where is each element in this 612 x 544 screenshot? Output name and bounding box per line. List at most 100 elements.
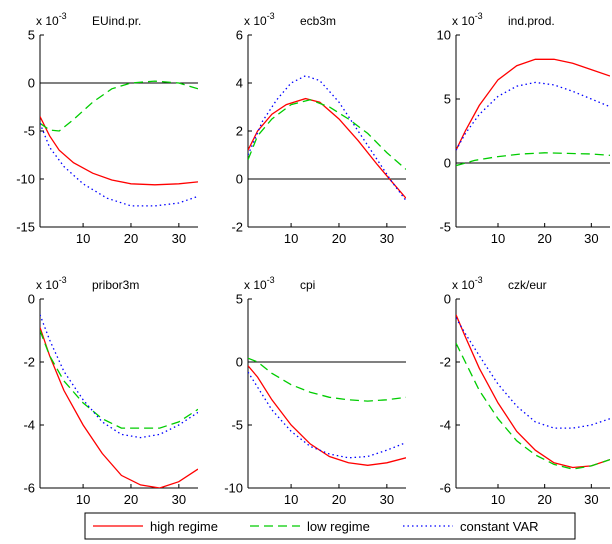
legend: high regime low regime constant VAR [84,512,576,540]
scale-exponent: -3 [267,11,275,21]
scale-exponent: -3 [59,275,67,285]
x-tick-label: 30 [380,231,394,246]
y-tick-label: 2 [236,124,243,139]
x-tick-label: 20 [537,492,551,507]
y-tick-label: -4 [23,418,35,433]
y-tick-label: -15 [16,220,35,235]
x-tick-label: 30 [380,492,394,507]
scale-base: x 10 [452,14,475,28]
panel-cpi: -10 -5 0 5 10 20 30 x 10-3 cpi [224,275,406,507]
series-group [248,75,406,201]
series-line-low-regime [248,357,406,402]
series-line-constant-var [40,314,198,439]
x-tick-label: 10 [491,231,505,246]
x-tick-label: 30 [584,492,598,507]
legend-box [84,512,576,540]
legend-label-constant-var: constant VAR [460,519,539,534]
series-line-low-regime [248,99,406,170]
x-tick-label: 30 [584,231,598,246]
y-tick-label: -10 [224,481,243,496]
panel-ind-prod: -5 0 5 10 10 20 30 x 10-3 ind.prod. [437,11,610,246]
panel-czk-eur: -6 -4 -2 0 10 20 30 x 10-3 czk/eur [439,275,610,507]
scale-exponent: -3 [267,275,275,285]
scale-base: x 10 [452,278,475,292]
y-tick-label: 0 [28,76,35,91]
y-tick-label: 0 [444,156,451,171]
y-tick-label: -5 [439,220,451,235]
y-tick-label: 0 [28,292,35,307]
y-tick-label: -4 [439,418,451,433]
panel-title: ecb3m [300,14,336,28]
series-line-constant-var [248,371,406,459]
series-line-high-regime [456,314,610,469]
panel-title: pribor3m [92,278,139,292]
y-tick-label: -5 [23,124,35,139]
panel-title: ind.prod. [508,14,555,28]
scale-base: x 10 [244,278,267,292]
series-line-constant-var [40,123,198,207]
y-tick-label: 10 [437,28,451,43]
series-line-high-regime [248,365,406,466]
y-tick-label: -10 [16,172,35,187]
x-tick-label: 20 [124,231,138,246]
scale-base: x 10 [244,14,267,28]
y-tick-label: 0 [236,172,243,187]
scale-exponent: -3 [59,11,67,21]
panel-title: EUind.pr. [92,14,141,28]
x-tick-label: 10 [76,231,90,246]
series-group [456,58,610,167]
series-line-high-regime [248,97,406,199]
y-tick-label: -5 [231,418,243,433]
series-line-constant-var [248,75,406,201]
scale-label: x 10-3 [244,11,275,28]
y-tick-label: -6 [23,481,35,496]
x-tick-label: 30 [172,492,186,507]
x-tick-label: 30 [172,231,186,246]
scale-label: x 10-3 [36,11,67,28]
series-group [456,314,610,470]
y-tick-label: 5 [28,28,35,43]
panel-pribor3m: -6 -4 -2 0 10 20 30 x 10-3 pribor3m [23,275,198,507]
series-line-high-regime [40,116,198,186]
scale-label: x 10-3 [452,11,483,28]
y-tick-label: -2 [231,220,243,235]
series-line-low-regime [40,330,198,429]
legend-label-low-regime: low regime [307,519,370,534]
y-tick-label: 5 [444,92,451,107]
y-tick-label: 4 [236,76,243,91]
x-tick-label: 20 [537,231,551,246]
series-line-low-regime [456,152,610,167]
series-line-low-regime [456,342,610,470]
x-tick-label: 10 [76,492,90,507]
x-tick-label: 10 [284,231,298,246]
y-tick-label: 0 [236,355,243,370]
panel-ecb3m: -2 0 2 4 6 10 20 30 x 10-3 ecb3m [231,11,406,246]
scale-exponent: -3 [475,275,483,285]
scale-base: x 10 [36,278,59,292]
series-group [40,80,198,207]
series-line-high-regime [40,327,198,488]
x-tick-label: 20 [124,492,138,507]
y-tick-label: 5 [236,292,243,307]
scale-label: x 10-3 [452,275,483,292]
y-tick-label: 0 [444,292,451,307]
x-tick-label: 20 [332,492,346,507]
y-tick-label: -6 [439,481,451,496]
series-line-low-regime [40,80,198,132]
series-line-constant-var [456,317,610,429]
series-line-high-regime [456,58,610,151]
x-tick-label: 10 [491,492,505,507]
x-tick-label: 20 [332,231,346,246]
y-tick-label: -2 [23,355,35,370]
scale-label: x 10-3 [244,275,275,292]
series-group [248,357,406,466]
x-tick-label: 10 [284,492,298,507]
scale-label: x 10-3 [36,275,67,292]
legend-label-high-regime: high regime [150,519,218,534]
series-group [40,314,198,488]
y-tick-label: -2 [439,355,451,370]
panel-euind-pr: -15 -10 -5 0 5 10 20 30 x 10-3 EUind.pr. [16,11,198,246]
scale-exponent: -3 [475,11,483,21]
